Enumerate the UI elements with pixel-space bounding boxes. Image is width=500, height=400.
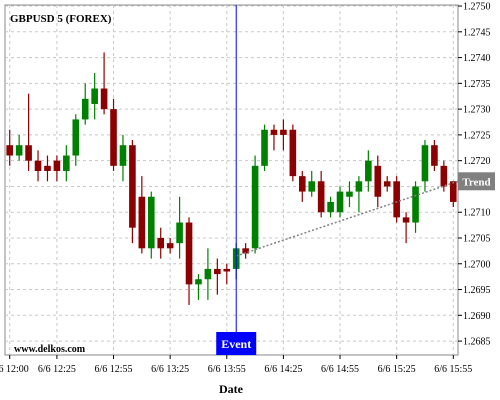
candle-body: [431, 145, 438, 166]
y-tick-label: 1.2750: [463, 2, 491, 13]
candle-body: [147, 196, 155, 249]
x-tick-label: 6/6 13:25: [151, 364, 189, 375]
x-tick-label: 6/6 14:25: [264, 364, 302, 375]
candle-body: [365, 160, 372, 182]
x-tick-label: 6/6 13:55: [208, 364, 246, 375]
candle-body: [280, 129, 287, 135]
trend-label-box: [458, 172, 495, 191]
y-tick-label: 1.2730: [463, 105, 491, 116]
candle-body: [317, 181, 325, 213]
candle-body: [53, 160, 61, 171]
candle-body: [72, 119, 80, 156]
x-tick-label: 6/6 12:55: [95, 364, 133, 375]
candle-body: [25, 145, 32, 161]
candle-body: [157, 237, 165, 249]
x-tick-label: 6/6 12:00: [0, 364, 29, 375]
candle-body: [138, 196, 146, 249]
y-tick-label: 1.2690: [463, 311, 491, 322]
candle-body: [6, 145, 14, 156]
candle-body: [412, 186, 419, 223]
candle-body: [44, 165, 51, 171]
y-tick-label: 1.2745: [463, 27, 491, 38]
x-tick-label: 6/6 15:25: [378, 364, 416, 375]
candle-body: [91, 88, 98, 104]
event-label: Event: [221, 337, 251, 351]
candle-body: [176, 222, 183, 244]
candle-body: [346, 191, 353, 197]
y-tick-label: 1.2685: [463, 337, 491, 348]
candle-body: [185, 222, 193, 285]
candle-body: [298, 176, 306, 192]
candle-body: [383, 181, 391, 187]
chart-title: GBPUSD 5 (FOREX): [10, 13, 112, 25]
event-label-box: [216, 332, 257, 355]
candle-body: [308, 181, 316, 192]
candle-body: [355, 181, 363, 192]
candle-body: [261, 129, 268, 166]
candle-body: [34, 160, 42, 171]
x-axis-title: Date: [219, 382, 244, 396]
candle-body: [195, 279, 202, 285]
candle-body: [393, 181, 400, 218]
candle-body: [327, 201, 334, 213]
candle-body: [336, 191, 344, 213]
candle-body: [119, 145, 127, 166]
x-tick-label: 6/6 15:55: [434, 364, 472, 375]
plot-area: [4, 4, 459, 356]
candle-body: [242, 248, 249, 254]
y-tick-label: 1.2700: [463, 259, 491, 270]
y-tick-label: 1.2740: [463, 53, 491, 64]
candle-body: [251, 165, 259, 249]
y-tick-label: 1.2705: [463, 233, 491, 244]
candle-body: [449, 181, 457, 202]
candle-body: [15, 145, 23, 156]
x-tick-label: 6/6 14:55: [321, 364, 359, 375]
trend-label: Trend: [462, 176, 490, 188]
candle-body: [129, 145, 136, 228]
y-tick-label: 1.2725: [463, 130, 491, 141]
candle-body: [81, 98, 89, 120]
x-tick-label: 6/6 12:25: [38, 364, 76, 375]
candle-body: [440, 165, 448, 187]
y-tick-label: 1.2735: [463, 79, 491, 90]
candle-body: [421, 145, 429, 182]
candle-body: [204, 268, 212, 280]
candle-body: [110, 109, 117, 166]
candle-body: [100, 88, 108, 110]
candle-body: [289, 129, 297, 177]
candle-body: [63, 155, 70, 171]
candle-body: [214, 268, 221, 275]
trend-line: [235, 180, 459, 257]
y-tick-label: 1.2720: [463, 156, 491, 167]
candle-body: [166, 243, 174, 249]
watermark: www.delkos.com: [14, 344, 86, 355]
candle-body: [223, 268, 231, 272]
candle-body: [402, 217, 410, 223]
y-tick-label: 1.2695: [463, 285, 491, 296]
candle-body: [374, 165, 382, 197]
y-tick-label: 1.2710: [463, 208, 491, 219]
candle-body: [270, 129, 278, 135]
